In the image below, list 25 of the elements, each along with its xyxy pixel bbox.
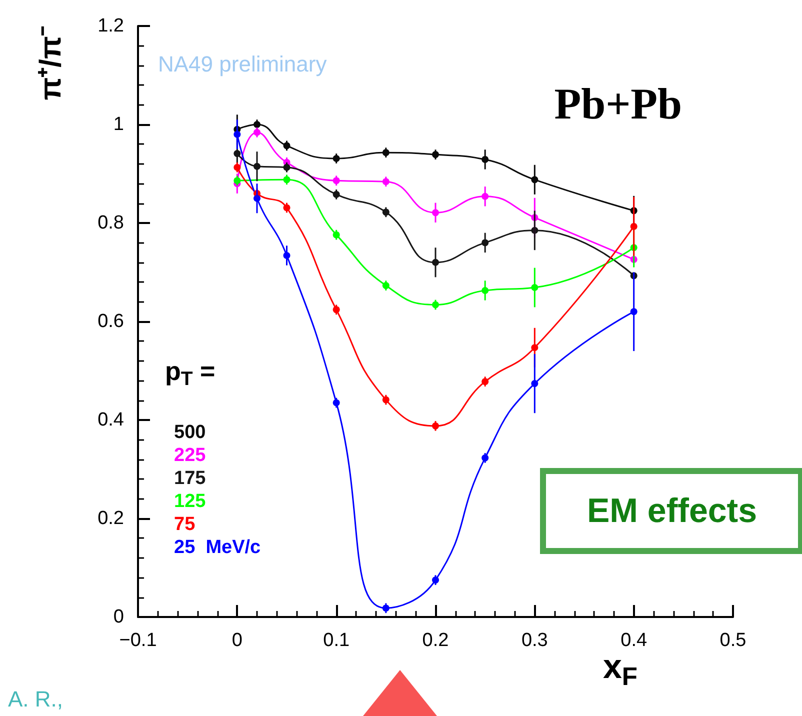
y-tick-label: 0 — [113, 606, 124, 628]
y-tick-label: 0.6 — [98, 311, 124, 332]
x-tick-label: 0 — [232, 630, 242, 651]
y-tick-label: 1.2 — [98, 16, 124, 36]
text: A. R., — [8, 686, 64, 712]
text: 75 — [174, 514, 196, 535]
annotation: EM effects — [586, 492, 758, 530]
text: 175 — [174, 468, 206, 489]
text: 125 — [174, 491, 206, 512]
y-tick-label: 0.2 — [98, 508, 124, 529]
text: 225 — [174, 445, 206, 466]
x-tick-label: 0.4 — [620, 630, 648, 651]
annotation: NA49 preliminary — [158, 52, 327, 76]
annotation: Pb+Pb — [554, 80, 682, 128]
y-tick-label: 0.8 — [98, 212, 124, 234]
y-axis-title: π⁺/π⁻ — [34, 26, 68, 100]
x-tick-label: 0.3 — [521, 630, 548, 651]
text: 25 MeV/c — [174, 537, 262, 558]
x-tick-label: 0.2 — [422, 630, 449, 651]
text: 500 — [174, 422, 206, 443]
y-tick-label: 0.4 — [98, 410, 124, 430]
x-tick-label: −0.1 — [119, 630, 157, 651]
x-tick-label: 0.5 — [720, 630, 746, 651]
y-tick-label: 1 — [113, 114, 124, 135]
x-tick-label: 0.1 — [323, 630, 350, 651]
